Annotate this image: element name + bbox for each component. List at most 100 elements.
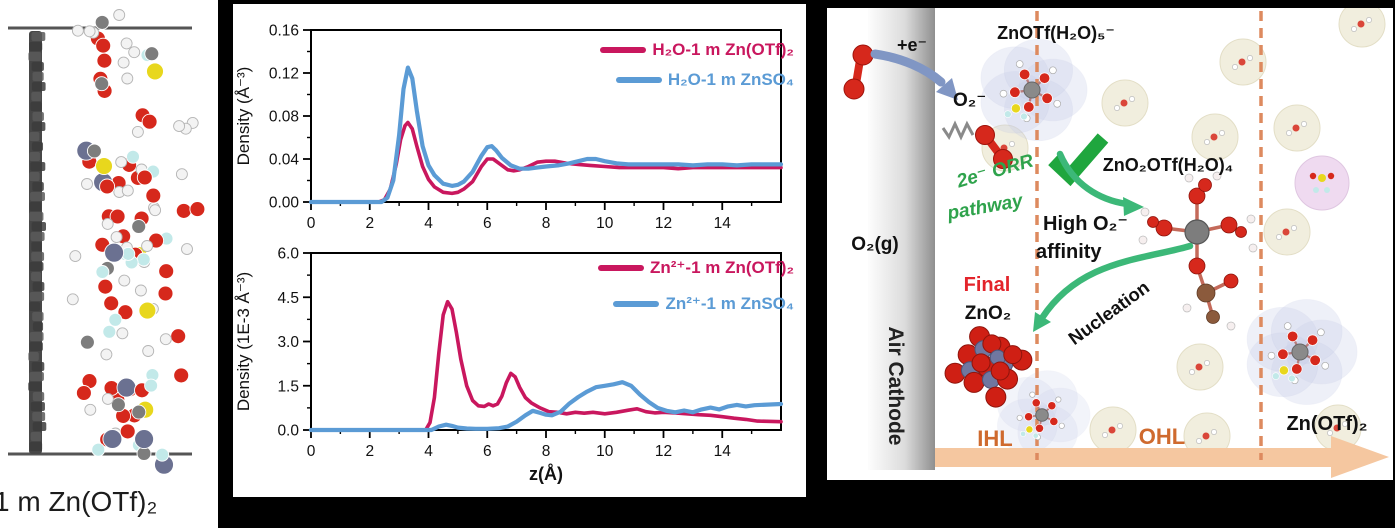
x-tick-label: 14 [714, 443, 732, 460]
atom-C [79, 334, 95, 350]
atom-H [118, 274, 131, 287]
atom-H [101, 217, 114, 230]
superoxide-molecule-icon [993, 149, 1013, 169]
x-tick-label: 8 [542, 215, 551, 232]
water-molecule-blob [1101, 79, 1149, 127]
superoxide-label: O₂⁻ [953, 90, 986, 111]
y-axis-label: Density (Å⁻³) [234, 67, 253, 166]
legend-entry: Zn²⁺-1 m ZnSO₄ [613, 294, 794, 314]
atom-H [120, 37, 133, 50]
atom-O [95, 37, 112, 54]
legend-label: H₂O-1 m ZnSO₄ [667, 70, 794, 89]
y-tick-label: 3.0 [277, 334, 299, 351]
x-tick-label: 2 [365, 215, 374, 232]
atom-O [119, 423, 136, 440]
atom-H [100, 348, 113, 361]
electrolyte-atoms [66, 9, 206, 475]
density-profiles-panel: 0 2 4 6 8 10 12 14 0.00 0.04 0.08 0.12 0.16 Density (… [229, 0, 810, 501]
atom-O [99, 178, 116, 195]
md-snapshot-panel: 1 m Zn(OTf)₂ [0, 0, 218, 528]
atom-O [97, 278, 114, 295]
o2-molecule-icon [843, 78, 865, 100]
y-tick-label: 1.5 [277, 378, 299, 395]
ohl-label: OHL [1139, 424, 1185, 449]
atom-F [136, 252, 151, 267]
atom-F [95, 265, 110, 279]
znotf2-label: Zn(OTf)₂ [1286, 413, 1367, 435]
legend-swatch [615, 77, 662, 83]
atom-F [91, 442, 106, 457]
air-cathode-label: Air Cathode [884, 326, 907, 445]
superoxide-molecule-icon [975, 125, 995, 145]
distance-axis-band [935, 448, 1331, 467]
chart-0: 0 2 4 6 8 10 12 14 0.00 0.04 0.08 0.12 0.16 Density (… [234, 23, 784, 232]
mechanism-graphic: +e⁻ ZnOTf(H₂O)₅⁻ O₂⁻ 2e⁻ ORR pathway ZnO… [843, 0, 1389, 478]
electrode-rod [28, 31, 47, 454]
atom-H [134, 284, 147, 297]
electron-transfer-arrowhead [936, 78, 958, 100]
atom-O [173, 367, 190, 384]
mechanism-schematic-panel: +e⁻ ZnOTf(H₂O)₅⁻ O₂⁻ 2e⁻ ORR pathway ZnO… [827, 0, 1393, 480]
zno2otf-label: ZnO₂OTf(H₂O)₄ [1103, 155, 1234, 175]
series-line-0 [309, 120, 783, 204]
nucleation-label: Nucleation [1064, 276, 1153, 349]
atom-Zn [134, 429, 155, 450]
o2-gas-label: O₂(g) [851, 234, 898, 255]
water-molecule-blob [1273, 104, 1321, 152]
x-tick-label: 6 [483, 443, 492, 460]
x-tick-label: 4 [424, 215, 433, 232]
x-tick-label: 14 [714, 215, 732, 232]
electrolyte-caption: 1 m Zn(OTf)₂ [0, 486, 158, 517]
final-label: Final [964, 274, 1011, 296]
atom-C [94, 14, 110, 30]
y-axis-label: Density (1E-3 Å⁻³) [234, 272, 253, 411]
affinity-label-2: affinity [1036, 241, 1102, 263]
md-snapshot-graphic [8, 9, 206, 475]
znotf-complex-label: ZnOTf(H₂O)₅⁻ [997, 23, 1115, 43]
atom-O [189, 201, 206, 218]
atom-H [71, 24, 84, 37]
atom-H [181, 243, 193, 256]
legend-label: Zn²⁺-1 m Zn(OTf)₂ [650, 258, 794, 277]
y-tick-label: 6.0 [277, 246, 299, 263]
atom-F [144, 378, 159, 393]
atom-C [144, 46, 160, 62]
atom-Zn [104, 242, 125, 263]
zno2-label: ZnO₂ [965, 303, 1011, 324]
atom-O [96, 52, 113, 69]
otf-anion-blob [1294, 155, 1350, 211]
atom-H [101, 392, 114, 405]
o2-molecule-icon [852, 44, 874, 66]
atom-O [141, 113, 158, 130]
atom-C [110, 397, 126, 413]
y-tick-label: 0.04 [269, 152, 300, 169]
plot-frame [310, 252, 782, 431]
water-molecule-blob [1263, 208, 1311, 256]
atom-O [170, 328, 187, 345]
atom-C [86, 143, 102, 159]
water-molecule-blob [1183, 412, 1231, 460]
atom-O [145, 187, 162, 204]
solvation-shell-blob [1246, 299, 1358, 405]
nucleation-arrow [1038, 242, 1194, 322]
distance-axis-arrowhead [1331, 436, 1389, 478]
air-cathode-bar [868, 8, 935, 470]
atom-S [95, 157, 113, 176]
atom-H [141, 240, 154, 252]
legend-label: H₂O-1 m Zn(OTf)₂ [652, 40, 794, 59]
plus-electron-label: +e⁻ [897, 35, 927, 55]
orr-pathway-label-2: pathway [945, 190, 1026, 224]
series-line-1 [308, 380, 784, 433]
atom-S [146, 62, 164, 81]
atom-H [121, 184, 134, 197]
atom-H [149, 204, 162, 217]
legend-swatch [598, 265, 644, 271]
water-molecule-blob [1219, 38, 1267, 86]
atom-O [136, 169, 153, 186]
chart-1: 0 2 4 6 8 10 12 14 0.0 1.5 3.0 4.5 6.0 Density (1E-3 … [234, 246, 784, 484]
zn-complex-molecule [1016, 391, 1065, 441]
atom-O [157, 285, 174, 302]
atom-O [158, 263, 175, 280]
zn-complex-molecule [1267, 322, 1330, 385]
